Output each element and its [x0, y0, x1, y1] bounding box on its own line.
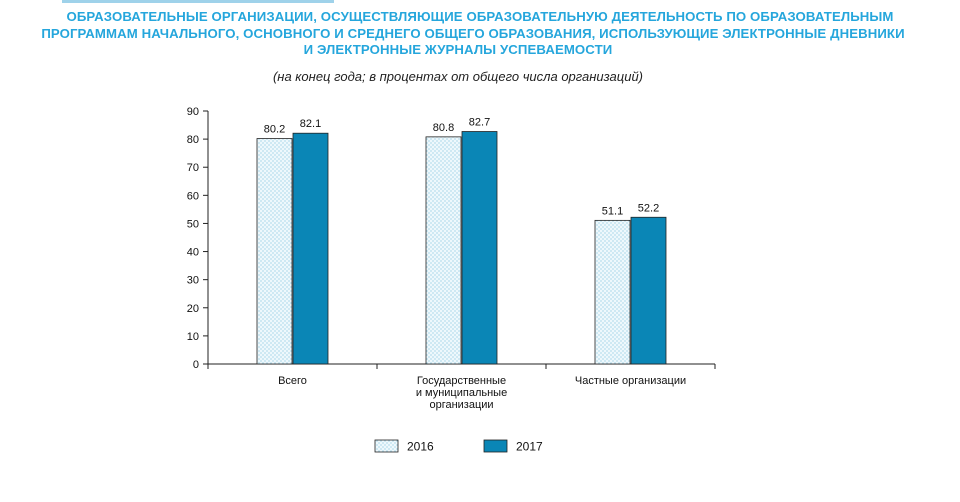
x-category-label: Государственные и муниципальные организаци… — [416, 375, 507, 411]
bar-2017-1 — [461, 131, 498, 365]
y-tick-label: 10 — [187, 331, 199, 343]
y-tick-label: 30 — [187, 275, 199, 287]
x-category-label: Всего — [278, 375, 307, 387]
chart-title: ОБРАЗОВАТЕЛЬНЫЕ ОРГАНИЗАЦИИ, ОСУЩЕСТВЛЯЮ… — [0, 9, 960, 59]
y-tick-label: 60 — [187, 190, 199, 202]
bar-2017-0 — [292, 132, 329, 365]
x-category-label-line: Частные организации — [575, 375, 686, 387]
data-label-2017-1: 82.7 — [469, 117, 490, 129]
y-tick-label: 40 — [187, 247, 199, 259]
bar-2016-2 — [594, 219, 631, 365]
top-accent-rule — [62, 0, 334, 3]
x-category-label-line: Государственные — [417, 375, 506, 387]
legend-swatch-2016 — [374, 439, 399, 453]
x-category-label: Частные организации — [575, 375, 686, 387]
chart-title-line-3: И ЭЛЕКТРОННЫЕ ЖУРНАЛЫ УСПЕВАЕМОСТИ — [303, 42, 613, 57]
bar-2017-2 — [630, 216, 667, 365]
legend-label-2017: 2017 — [516, 440, 543, 454]
chart-title-line-2: ПРОГРАММАМ НАЧАЛЬНОГО, ОСНОВНОГО И СРЕДН… — [41, 25, 905, 41]
bar-2016-0 — [256, 138, 293, 365]
chart-subtitle: (на конец года; в процентах от общего чи… — [272, 69, 644, 84]
y-tick-label: 70 — [187, 162, 199, 174]
data-label-2016-0: 80.2 — [264, 124, 285, 136]
x-category-label-line: организации — [429, 399, 493, 411]
y-tick-label: 50 — [187, 218, 199, 230]
chart-legend: 2016 2017 — [374, 439, 543, 454]
y-tick-label: 90 — [187, 106, 199, 118]
data-label-2016-1: 80.8 — [433, 122, 454, 134]
x-category-label-line: и муниципальные — [416, 387, 507, 399]
y-tick-label: 0 — [193, 359, 199, 371]
y-tick-label: 20 — [187, 303, 199, 315]
bar-2016-1 — [425, 136, 462, 365]
data-label-2016-2: 51.1 — [602, 205, 623, 217]
y-tick-label: 80 — [187, 134, 199, 146]
chart-bars — [256, 131, 667, 365]
chart-axes: 0 10 20 30 40 50 60 70 80 90 Всего Государственные и… — [187, 106, 716, 411]
legend-swatch-2017 — [483, 439, 508, 453]
x-category-label-line: Всего — [278, 375, 307, 387]
data-label-2017-0: 82.1 — [300, 118, 321, 130]
chart-data-labels: 80.2 82.1 80.8 82.7 51.1 52.2 — [264, 117, 659, 218]
chart-title-line-1: ОБРАЗОВАТЕЛЬНЫЕ ОРГАНИЗАЦИИ, ОСУЩЕСТВЛЯЮ… — [66, 9, 894, 24]
data-label-2017-2: 52.2 — [638, 202, 659, 214]
legend-label-2016: 2016 — [407, 440, 434, 454]
